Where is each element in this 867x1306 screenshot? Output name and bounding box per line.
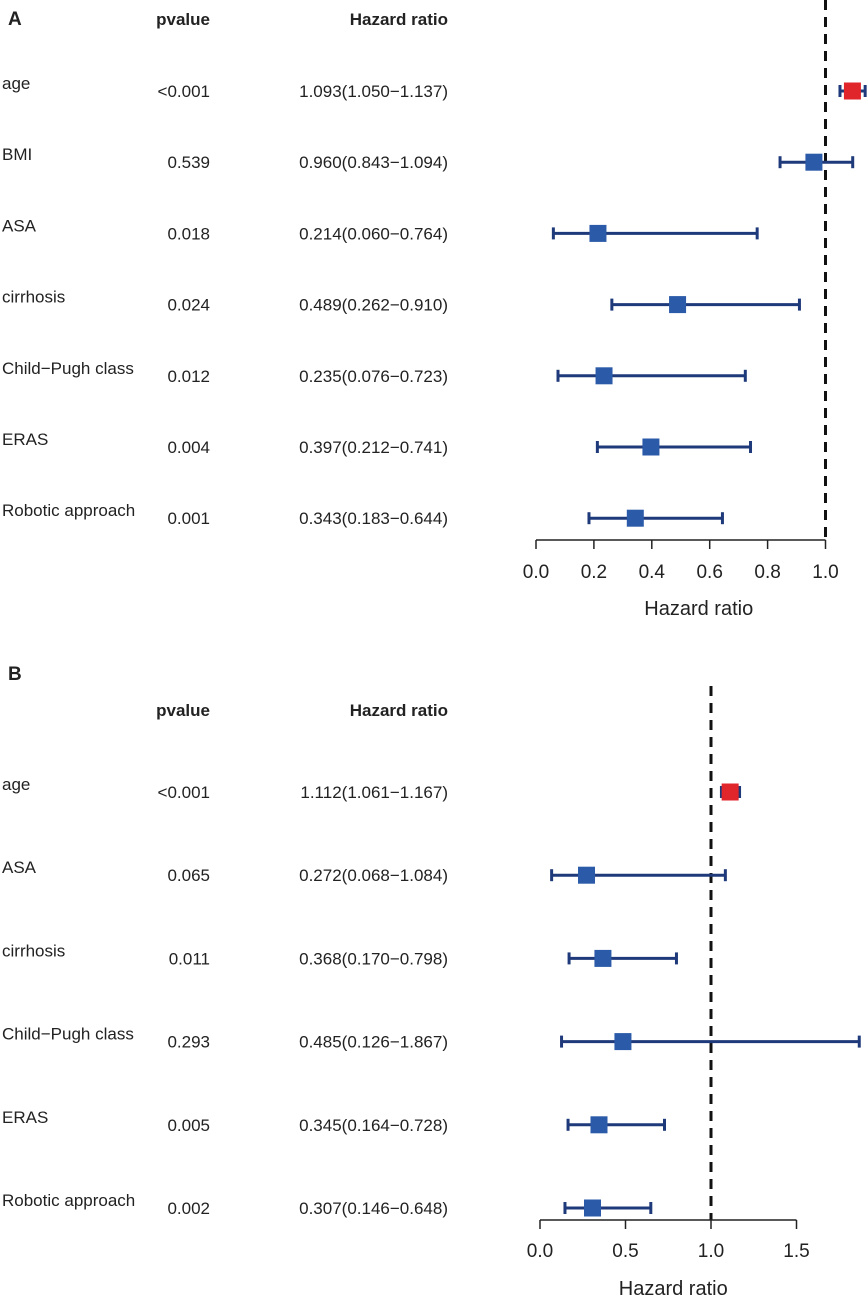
row-hazard-ratio: 1.093(1.050−1.137) (299, 82, 448, 101)
hazard-ratio-header: Hazard ratio (350, 701, 448, 720)
row-hazard-ratio: 0.485(0.126−1.867) (299, 1033, 448, 1052)
row-hazard-ratio: 0.214(0.060−0.764) (299, 224, 448, 243)
x-axis-title: Hazard ratio (644, 598, 753, 620)
x-tick-label: 0.0 (527, 1241, 553, 1262)
row-label: Robotic approach (2, 1191, 135, 1210)
row-hazard-ratio: 0.235(0.076−0.723) (299, 367, 448, 386)
hazard-ratio-marker (590, 1116, 608, 1134)
hazard-ratio-marker (583, 1199, 601, 1217)
x-tick-label: 0.4 (639, 562, 666, 583)
row-pvalue: <0.001 (158, 783, 210, 802)
row-pvalue: 0.539 (167, 153, 210, 172)
hazard-ratio-marker (805, 153, 823, 171)
row-hazard-ratio: 0.343(0.183−0.644) (299, 509, 448, 528)
row-label: ERAS (2, 430, 48, 449)
row-pvalue: <0.001 (158, 82, 210, 101)
x-tick-label: 0.5 (612, 1241, 638, 1262)
row-label: Robotic approach (2, 501, 135, 520)
row-pvalue: 0.011 (169, 949, 210, 968)
row-pvalue: 0.065 (167, 866, 210, 885)
x-tick-label: 1.5 (783, 1241, 809, 1262)
row-pvalue: 0.024 (167, 296, 210, 315)
row-label: cirrhosis (2, 941, 65, 960)
row-label: Child−Pugh class (2, 359, 134, 378)
x-axis-title: Hazard ratio (619, 1278, 728, 1300)
panel-letter: B (8, 664, 22, 685)
row-label: ERAS (2, 1108, 48, 1127)
x-tick-label: 1.0 (698, 1241, 724, 1262)
hazard-ratio-marker (614, 1033, 632, 1051)
hazard-ratio-marker (721, 783, 739, 801)
row-label: Child−Pugh class (2, 1025, 134, 1044)
row-pvalue: 0.018 (167, 224, 210, 243)
row-label: ASA (2, 858, 37, 877)
row-pvalue: 0.002 (167, 1199, 210, 1218)
hazard-ratio-marker (589, 224, 607, 242)
row-label: age (2, 74, 30, 93)
x-tick-label: 0.8 (754, 562, 780, 583)
row-label: cirrhosis (2, 288, 65, 307)
row-hazard-ratio: 1.112(1.061−1.167) (300, 783, 448, 802)
pvalue-header: pvalue (156, 701, 210, 720)
hazard-ratio-marker (626, 509, 644, 527)
x-tick-label: 1.0 (812, 562, 838, 583)
row-label: age (2, 775, 30, 794)
row-hazard-ratio: 0.307(0.146−0.648) (299, 1199, 448, 1218)
pvalue-header: pvalue (156, 10, 210, 29)
row-hazard-ratio: 0.960(0.843−1.094) (299, 153, 448, 172)
x-tick-label: 0.6 (696, 562, 722, 583)
row-pvalue: 0.293 (167, 1033, 210, 1052)
hazard-ratio-marker (595, 367, 613, 385)
row-label: BMI (2, 145, 32, 164)
row-hazard-ratio: 0.272(0.068−1.084) (299, 866, 448, 885)
hazard-ratio-marker (594, 949, 612, 967)
row-pvalue: 0.001 (167, 509, 210, 528)
hazard-ratio-marker (578, 866, 596, 884)
row-pvalue: 0.012 (167, 367, 210, 386)
hazard-ratio-marker (642, 438, 660, 456)
panel-letter: A (8, 9, 22, 30)
row-pvalue: 0.004 (167, 438, 210, 457)
row-hazard-ratio: 0.345(0.164−0.728) (299, 1116, 448, 1135)
row-hazard-ratio: 0.489(0.262−0.910) (299, 296, 448, 315)
hazard-ratio-marker (843, 82, 861, 100)
row-label: ASA (2, 216, 37, 235)
row-hazard-ratio: 0.397(0.212−0.741) (299, 438, 448, 457)
x-tick-label: 0.2 (581, 562, 607, 583)
x-tick-label: 0.0 (523, 562, 549, 583)
hazard-ratio-marker (669, 296, 687, 314)
row-hazard-ratio: 0.368(0.170−0.798) (299, 949, 448, 968)
row-pvalue: 0.005 (167, 1116, 210, 1135)
hazard-ratio-header: Hazard ratio (350, 10, 448, 29)
